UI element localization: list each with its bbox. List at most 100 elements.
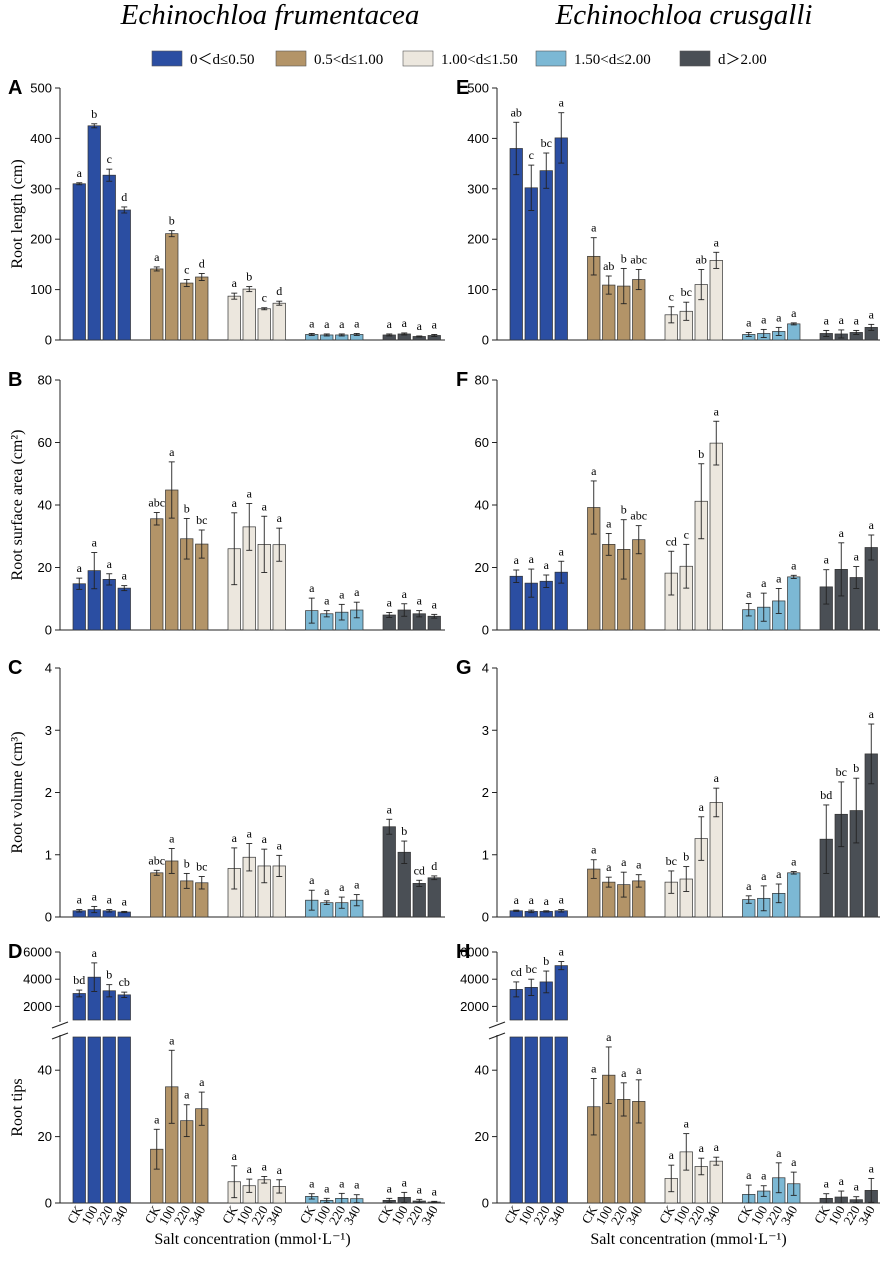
significance-letter: a bbox=[262, 499, 268, 513]
significance-letter: a bbox=[824, 1177, 830, 1191]
significance-letter: a bbox=[277, 511, 283, 525]
significance-letter: c bbox=[684, 527, 689, 541]
bar bbox=[554, 137, 568, 341]
significance-letter: a bbox=[247, 827, 253, 841]
significance-letter: a bbox=[339, 587, 345, 601]
significance-letter: c bbox=[669, 290, 674, 304]
significance-letter: a bbox=[839, 313, 845, 327]
y-tick-label: 200 bbox=[467, 232, 489, 247]
y-tick-label: 40 bbox=[475, 498, 489, 513]
significance-letter: bc bbox=[666, 854, 677, 868]
bar bbox=[195, 276, 209, 341]
significance-letter: a bbox=[746, 586, 752, 600]
bar bbox=[72, 183, 86, 341]
panel-letter: G bbox=[456, 657, 472, 679]
significance-letter: a bbox=[339, 317, 345, 331]
x-tick-label: 340 bbox=[700, 1203, 723, 1227]
y-tick-label: 60 bbox=[475, 435, 489, 450]
significance-letter: a bbox=[92, 946, 98, 960]
significance-letter: a bbox=[387, 317, 393, 331]
significance-letter: bc bbox=[526, 962, 537, 976]
y-tick-label: 40 bbox=[475, 1063, 489, 1078]
significance-letter: a bbox=[684, 1117, 690, 1131]
significance-letter: a bbox=[309, 873, 315, 887]
significance-letter: a bbox=[354, 585, 360, 599]
significance-letter: bd bbox=[820, 788, 832, 802]
significance-letter: a bbox=[107, 893, 113, 907]
significance-letter: a bbox=[869, 1161, 875, 1175]
significance-letter: a bbox=[776, 867, 782, 881]
legend-item: 0＜d≤0.50 bbox=[151, 50, 254, 68]
x-axis-label: Salt concentration (mmol·L⁻¹) bbox=[590, 1231, 786, 1248]
y-tick-label: 0 bbox=[482, 1196, 489, 1211]
significance-letter: a bbox=[591, 843, 597, 857]
significance-letter: cd bbox=[666, 534, 677, 548]
panel-letter: D bbox=[8, 941, 22, 963]
significance-letter: b bbox=[543, 954, 549, 968]
bar bbox=[87, 125, 101, 341]
significance-letter: bc bbox=[196, 513, 207, 527]
significance-letter: a bbox=[387, 596, 393, 610]
significance-letter: a bbox=[247, 1162, 253, 1176]
significance-letter: a bbox=[714, 404, 720, 418]
significance-letter: a bbox=[402, 587, 408, 601]
significance-letter: a bbox=[402, 316, 408, 330]
significance-letter: abc bbox=[630, 252, 647, 266]
bar bbox=[539, 170, 553, 341]
y-tick-label: 400 bbox=[467, 131, 489, 146]
axis-break-mark bbox=[488, 1032, 506, 1040]
axis-break-mark bbox=[51, 1032, 69, 1040]
bar bbox=[709, 802, 723, 918]
significance-letter: b bbox=[91, 107, 97, 121]
y-tick-label: 100 bbox=[30, 282, 52, 297]
significance-letter: a bbox=[791, 1155, 797, 1169]
significance-letter: a bbox=[591, 221, 597, 235]
significance-letter: a bbox=[761, 576, 767, 590]
significance-letter: a bbox=[544, 558, 550, 572]
y-tick-label: 4 bbox=[45, 661, 52, 676]
significance-letter: a bbox=[232, 496, 238, 510]
bar bbox=[509, 1036, 523, 1204]
bar bbox=[117, 994, 131, 1021]
significance-letter: a bbox=[606, 1030, 612, 1044]
y-tick-label: 0 bbox=[45, 910, 52, 925]
significance-letter: a bbox=[199, 1075, 205, 1089]
bar bbox=[72, 1036, 86, 1204]
bar bbox=[509, 148, 523, 341]
bar bbox=[150, 872, 164, 918]
significance-letter: c bbox=[262, 291, 267, 305]
bar bbox=[539, 580, 553, 631]
legend: 0＜d≤0.50 0.5<d≤1.00 1.00<d≤1.50 1.50<d≤2.00… bbox=[151, 50, 767, 68]
significance-letter: a bbox=[824, 313, 830, 327]
y-tick-label: 1 bbox=[45, 847, 52, 862]
significance-letter: a bbox=[621, 855, 627, 869]
significance-letter: a bbox=[746, 879, 752, 893]
legend-swatch bbox=[535, 50, 567, 67]
bar bbox=[150, 518, 164, 631]
significance-letter: b bbox=[169, 214, 175, 228]
significance-letter: a bbox=[387, 802, 393, 816]
significance-letter: a bbox=[669, 1148, 675, 1162]
bar bbox=[117, 209, 131, 341]
significance-letter: a bbox=[839, 526, 845, 540]
bar bbox=[709, 260, 723, 341]
bar bbox=[412, 883, 426, 918]
bar bbox=[709, 442, 723, 631]
panel-letter: F bbox=[456, 369, 468, 391]
y-tick-label: 20 bbox=[38, 1129, 52, 1144]
y-tick-label: 100 bbox=[467, 282, 489, 297]
significance-letter: a bbox=[92, 536, 98, 550]
significance-letter: d bbox=[121, 190, 127, 204]
y-tick-label: 20 bbox=[38, 560, 52, 575]
significance-letter: a bbox=[714, 771, 720, 785]
bar bbox=[117, 587, 131, 631]
significance-letter: a bbox=[824, 553, 830, 567]
bar bbox=[72, 993, 86, 1021]
significance-letter: a bbox=[791, 306, 797, 320]
significance-letter: a bbox=[169, 445, 175, 459]
significance-letter: bc bbox=[196, 860, 207, 874]
